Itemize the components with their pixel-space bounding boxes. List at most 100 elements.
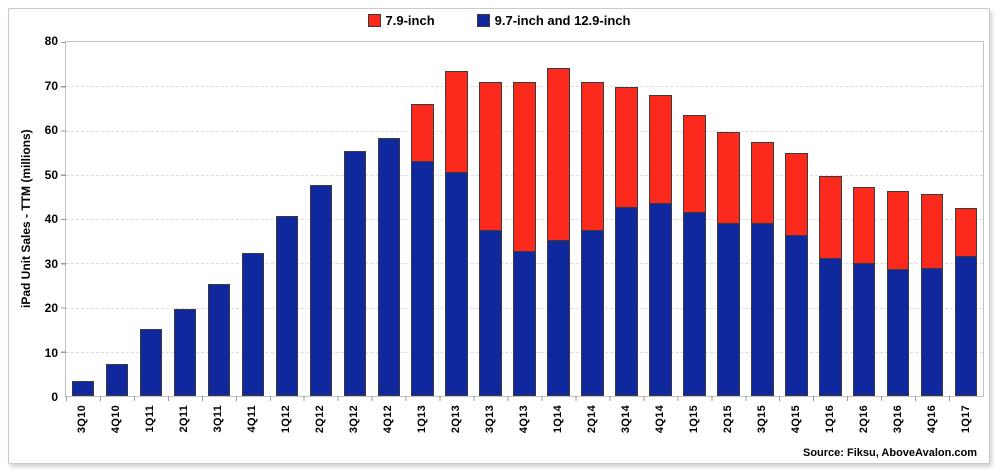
bar-segment-7-9-inch [445, 70, 468, 173]
x-tick-label: 4Q14 [654, 405, 667, 434]
x-tick-label: 4Q12 [381, 405, 394, 434]
x-slot: 2Q16 [848, 397, 882, 433]
bar-slot [813, 42, 847, 396]
bar-segment-7-9-inch [887, 191, 910, 270]
x-tick-label: 2Q11 [177, 405, 190, 433]
bar-segment-9-7-and-12-9-inch [785, 235, 808, 396]
x-slot: 3Q13 [473, 397, 507, 433]
bar-4Q10 [105, 42, 129, 396]
y-axis-ticks [61, 42, 66, 396]
bar-segment-7-9-inch [581, 81, 604, 231]
x-tick-label: 3Q12 [347, 405, 360, 434]
bar-2Q13 [445, 42, 468, 396]
bar-segment-7-9-inch [649, 95, 672, 204]
y-tick-label: 60 [44, 123, 58, 137]
bar-slot [304, 42, 338, 396]
x-tick-label: 1Q16 [824, 405, 837, 434]
x-tick-label: 2Q16 [858, 405, 871, 434]
x-slot: 3Q16 [882, 397, 916, 433]
bar-4Q11 [241, 42, 265, 396]
bar-1Q16 [819, 42, 842, 396]
bar-segment-9-7-and-12-9-inch [275, 216, 298, 396]
bar-slot [406, 42, 440, 396]
chart-area: iPad Unit Sales - TTM (millions) 0 10 20 30… [15, 35, 984, 449]
bar-segment-9-7-and-12-9-inch [377, 137, 400, 396]
y-tick-label: 30 [44, 256, 58, 271]
bar-slot [881, 42, 915, 396]
x-slot: 2Q15 [712, 397, 746, 433]
bar-segment-9-7-and-12-9-inch [615, 207, 638, 396]
plot-area [61, 41, 984, 401]
bar-segment-9-7-and-12-9-inch [139, 329, 163, 396]
x-slot: 1Q12 [269, 397, 303, 433]
x-slot: 4Q13 [507, 397, 541, 433]
bar-1Q15 [683, 42, 706, 396]
bar-slot [372, 42, 406, 396]
x-slot: 4Q16 [916, 397, 950, 433]
bar-segment-9-7-and-12-9-inch [853, 264, 876, 396]
bar-slot [270, 42, 304, 396]
bar-segment-9-7-and-12-9-inch [207, 283, 231, 396]
x-tick-label: 4Q10 [109, 405, 122, 434]
bar-segment-7-9-inch [751, 142, 774, 225]
bar-slot [915, 42, 949, 396]
bar-segment-9-7-and-12-9-inch [513, 252, 536, 396]
bar-2Q12 [309, 42, 332, 396]
bar-slot [508, 42, 542, 396]
bar-slot [610, 42, 644, 396]
bar-segment-7-9-inch [683, 115, 706, 213]
bar-segment-9-7-and-12-9-inch [105, 363, 129, 396]
bar-slot [474, 42, 508, 396]
bar-segment-9-7-and-12-9-inch [173, 309, 197, 396]
x-slot: 2Q14 [575, 397, 609, 433]
x-slot: 3Q11 [201, 397, 235, 433]
bar-slot [134, 42, 168, 396]
bar-slot [711, 42, 745, 396]
bar-4Q12 [377, 42, 400, 396]
bar-slot [440, 42, 474, 396]
x-tick-label: 2Q14 [585, 405, 598, 434]
x-slot: 3Q10 [65, 397, 99, 433]
x-tick-label: 4Q15 [790, 405, 803, 434]
x-slot: 4Q14 [644, 397, 678, 433]
bar-1Q13 [411, 42, 434, 396]
bar-slot [576, 42, 610, 396]
x-axis-labels: 3Q10 4Q10 1Q11 2Q11 3Q11 4Q11 1Q12 2Q12 3Q12 4Q12… [65, 397, 984, 449]
x-slot: 4Q15 [780, 397, 814, 433]
x-tick-label: 4Q13 [517, 405, 530, 434]
source-note: Source: Fiksu, AboveAvalon.com [802, 447, 977, 459]
legend-item-7-9-inch: 7.9-inch [367, 13, 435, 28]
bar-segment-9-7-and-12-9-inch [479, 230, 502, 396]
bar-slot [643, 42, 677, 396]
bar-3Q13 [479, 42, 502, 396]
x-tick-label: 2Q15 [722, 405, 735, 434]
x-axis-ticks [66, 396, 983, 401]
bar-2Q11 [173, 42, 197, 396]
x-slot: 4Q11 [235, 397, 269, 433]
bar-slot [66, 42, 100, 396]
x-slot: 3Q15 [746, 397, 780, 433]
x-tick-label: 3Q10 [75, 405, 88, 434]
bar-segment-7-9-inch [853, 187, 876, 265]
bar-3Q10 [71, 42, 95, 396]
x-tick-label: 1Q12 [279, 405, 292, 434]
bar-slot [949, 42, 983, 396]
x-slot: 3Q12 [337, 397, 371, 433]
bar-slot [100, 42, 134, 396]
legend-label-7-9-inch: 7.9-inch [385, 13, 435, 28]
bar-segment-7-9-inch [819, 176, 842, 260]
bar-4Q15 [785, 42, 808, 396]
legend-label-9-7-and-12-9-inch: 9.7-inch and 12.9-inch [494, 13, 631, 28]
bar-segment-9-7-and-12-9-inch [683, 212, 706, 396]
bar-segment-9-7-and-12-9-inch [581, 230, 604, 396]
bar-slot [779, 42, 813, 396]
x-tick-label: 1Q11 [143, 405, 156, 433]
legend-swatch-7-9-inch [367, 14, 381, 27]
bar-segment-7-9-inch [717, 131, 740, 224]
x-tick-label: 3Q16 [892, 405, 905, 434]
bar-segment-9-7-and-12-9-inch [717, 223, 740, 396]
bar-segment-9-7-and-12-9-inch [649, 203, 672, 396]
legend-item-9-7-and-12-9-inch: 9.7-inch and 12.9-inch [476, 13, 631, 28]
x-tick-label: 2Q12 [313, 405, 326, 434]
bar-1Q14 [547, 42, 570, 396]
